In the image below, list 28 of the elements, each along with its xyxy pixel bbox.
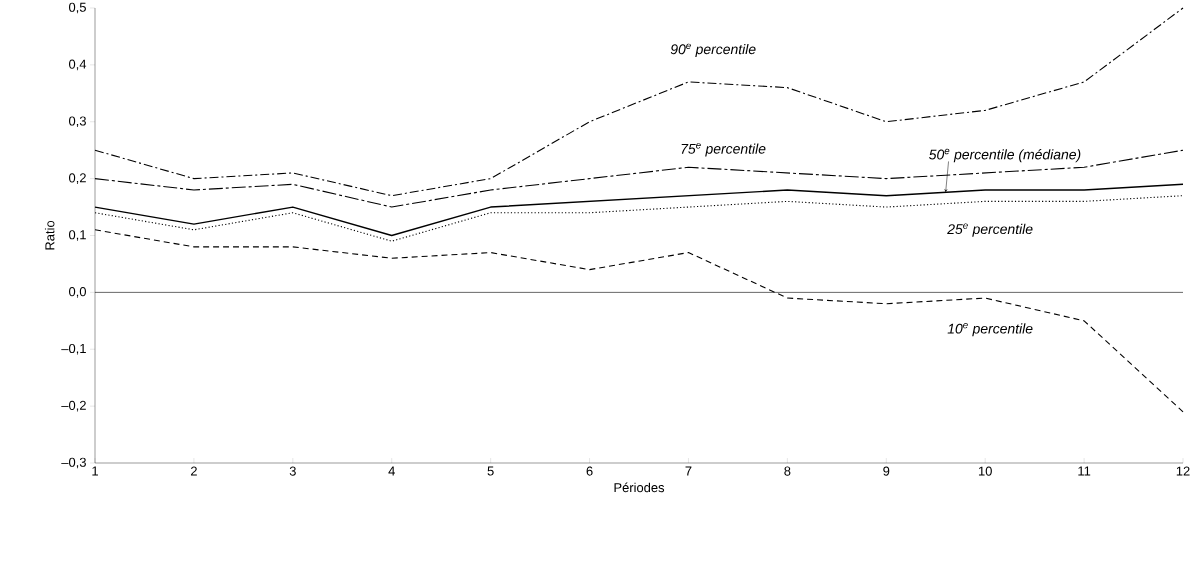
text: 90$^{e}$ percentile xyxy=(670,43,756,57)
series-label: 25$^{e}$ percentile xyxy=(947,223,1033,237)
y-tick-label: 0,1 xyxy=(69,230,86,241)
y-tick-label: 0,2 xyxy=(69,173,86,184)
x-axis-title: Périodes xyxy=(614,482,665,493)
x-tick-label: 6 xyxy=(586,466,593,476)
series-label: 10$^{e}$ percentile xyxy=(947,323,1033,337)
x-tick-label: 2 xyxy=(190,466,197,476)
x-tick-label: 1 xyxy=(92,466,98,476)
y-tick-label: 0,3 xyxy=(69,116,86,128)
series-label: 75$^{e}$ percentile xyxy=(681,143,766,157)
y-tick-label: 0,5 xyxy=(69,2,86,14)
x-tick-label: 3 xyxy=(289,466,296,476)
y-axis-title: Ratio xyxy=(44,220,55,250)
x-tick-label: 12 xyxy=(1176,466,1190,476)
x-tick-label: 7 xyxy=(685,466,692,476)
x-tick-label: 4 xyxy=(388,466,395,476)
series-label: 50$^{e}$ percentile (médiane) xyxy=(929,148,1081,163)
y-tick-label: –0,3 xyxy=(61,457,86,469)
y-tick-label: –0,1 xyxy=(61,343,86,355)
x-tick-label: 9 xyxy=(883,466,890,476)
x-tick-label: 10 xyxy=(978,466,992,476)
x-tick-label: 5 xyxy=(487,466,494,476)
y-tick-label: 0,4 xyxy=(69,59,87,71)
x-tick-label: 11 xyxy=(1078,466,1091,476)
y-tick-label: –0,2 xyxy=(61,400,86,412)
y-tick-label: 0,0 xyxy=(69,287,86,298)
x-tick-label: 8 xyxy=(784,466,791,476)
